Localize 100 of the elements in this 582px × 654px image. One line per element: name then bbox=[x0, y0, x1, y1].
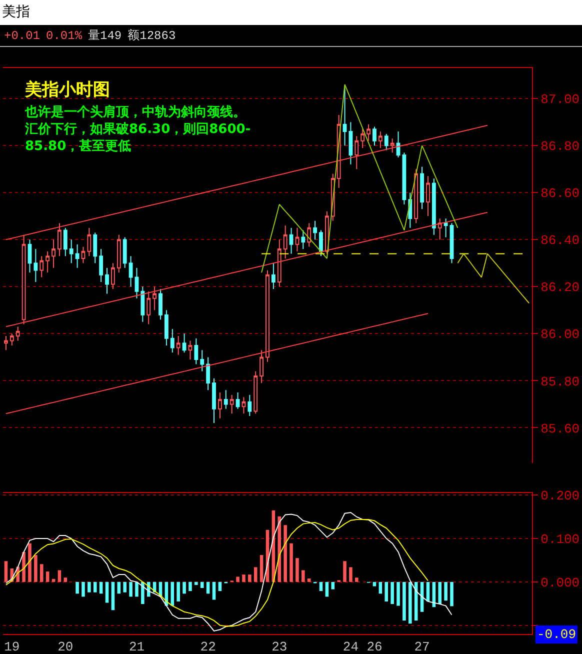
candlestick bbox=[105, 267, 109, 294]
candlestick bbox=[10, 333, 14, 346]
candlestick bbox=[354, 136, 359, 170]
candlestick bbox=[360, 128, 365, 148]
candlestick bbox=[176, 336, 180, 356]
y-tick-label: 86.60 bbox=[540, 186, 580, 202]
candlestick bbox=[378, 130, 382, 148]
y-tick-label: 0.000 bbox=[540, 575, 580, 590]
candlestick bbox=[277, 239, 282, 288]
candlestick bbox=[170, 328, 174, 353]
candlestick bbox=[260, 350, 264, 384]
y-tick-label: 87.00 bbox=[540, 92, 580, 108]
bar bbox=[319, 582, 323, 592]
bar bbox=[325, 582, 329, 597]
bar bbox=[194, 582, 198, 585]
bar bbox=[22, 552, 26, 582]
bar bbox=[46, 572, 50, 582]
candlestick bbox=[134, 267, 139, 299]
candlestick bbox=[22, 234, 26, 325]
candlestick bbox=[342, 86, 347, 146]
bar bbox=[28, 543, 32, 582]
candlestick bbox=[254, 370, 258, 414]
candlestick bbox=[236, 392, 240, 410]
bar bbox=[302, 570, 305, 582]
y-tick-label: 86.00 bbox=[540, 327, 580, 342]
text: 美指 bbox=[0, 0, 582, 25]
candlestick bbox=[366, 124, 370, 142]
candlestick bbox=[313, 220, 318, 240]
bar bbox=[212, 582, 216, 600]
candlestick bbox=[63, 227, 68, 257]
y-tick-label: 0.200 bbox=[540, 488, 580, 504]
bar bbox=[129, 582, 132, 597]
text: 也许是一个头肩顶，中轨为斜向颈线。汇价下行，如果破86.30，则回8600-85.80，甚至更低 bbox=[24, 104, 251, 154]
candlestick bbox=[384, 133, 388, 151]
y-tick-label: 85.60 bbox=[540, 421, 580, 436]
candlestick bbox=[87, 227, 92, 257]
bar bbox=[141, 582, 144, 604]
candlestick bbox=[206, 356, 210, 391]
x-tick-label: 20 bbox=[58, 640, 74, 654]
candlestick bbox=[301, 230, 306, 250]
candlestick bbox=[450, 222, 454, 264]
bar bbox=[99, 582, 103, 594]
candlestick bbox=[152, 286, 157, 311]
bar bbox=[58, 570, 62, 582]
candlestick bbox=[182, 333, 186, 353]
bar bbox=[93, 582, 97, 592]
candlestick bbox=[122, 236, 127, 268]
x-tick-label: 21 bbox=[128, 640, 145, 654]
candlestick bbox=[390, 138, 394, 154]
bar bbox=[111, 582, 115, 610]
text: +0.01 bbox=[4, 29, 40, 43]
x-tick-label: 26 bbox=[366, 640, 382, 654]
candlestick bbox=[289, 227, 294, 254]
bar bbox=[206, 582, 210, 594]
candlestick bbox=[266, 270, 270, 362]
x-tick-label: 19 bbox=[4, 640, 20, 654]
candlestick bbox=[52, 239, 56, 268]
bar bbox=[396, 582, 400, 606]
candlestick bbox=[319, 230, 323, 257]
bar bbox=[248, 574, 252, 582]
bar bbox=[182, 582, 186, 594]
bar bbox=[236, 576, 240, 582]
candlestick bbox=[116, 234, 121, 274]
candlestick bbox=[69, 239, 74, 264]
bar bbox=[34, 555, 38, 582]
candlestick bbox=[194, 338, 198, 365]
candlestick bbox=[212, 378, 216, 424]
bar bbox=[188, 582, 192, 592]
line-series bbox=[261, 84, 458, 274]
candlestick bbox=[164, 310, 168, 346]
bar bbox=[355, 578, 358, 582]
bar bbox=[444, 582, 448, 601]
x-tick-label: 24 bbox=[342, 640, 359, 654]
bar bbox=[40, 564, 44, 582]
candlestick bbox=[396, 130, 400, 158]
candlestick bbox=[75, 244, 80, 268]
candlestick bbox=[230, 394, 234, 414]
candlestick bbox=[4, 336, 8, 351]
bar bbox=[390, 582, 394, 604]
bar bbox=[88, 582, 91, 592]
candlestick bbox=[81, 246, 86, 264]
candlestick bbox=[146, 290, 151, 325]
y-tick-label: 85.80 bbox=[540, 374, 580, 390]
bar bbox=[135, 582, 138, 597]
candlestick bbox=[420, 166, 424, 210]
bar bbox=[296, 558, 299, 582]
bar bbox=[402, 582, 406, 621]
bar bbox=[64, 578, 68, 582]
bar bbox=[408, 582, 412, 624]
candlestick bbox=[414, 168, 418, 224]
candlestick bbox=[28, 239, 32, 274]
bar bbox=[242, 574, 246, 582]
bar bbox=[4, 561, 8, 582]
y-tick-label: 0.100 bbox=[540, 532, 580, 548]
bar bbox=[123, 582, 126, 592]
candlestick bbox=[46, 250, 50, 274]
candlestick bbox=[444, 218, 448, 238]
text: -0.09 bbox=[537, 627, 576, 642]
bar bbox=[218, 582, 222, 592]
candlestick bbox=[426, 176, 430, 217]
